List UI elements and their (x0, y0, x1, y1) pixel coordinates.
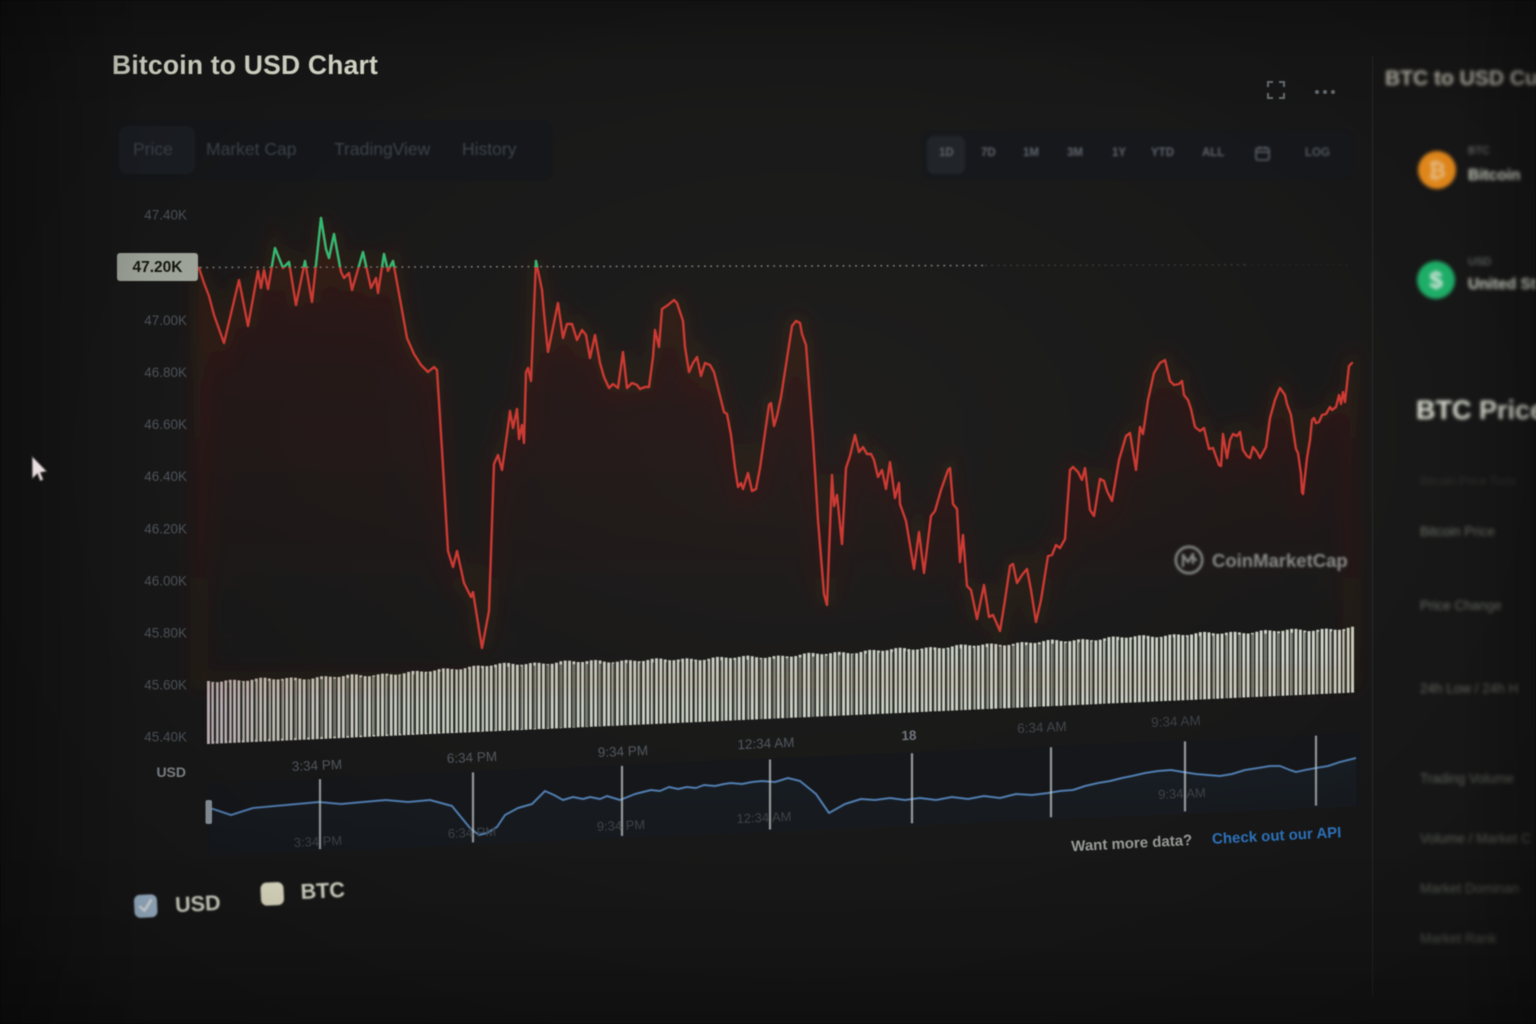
svg-text:CoinMarketCap: CoinMarketCap (1212, 550, 1348, 571)
svg-text:18: 18 (901, 728, 917, 744)
svg-text:6:34 PM: 6:34 PM (447, 824, 496, 841)
svg-text:47.40K: 47.40K (144, 208, 187, 223)
svg-text:6:34 AM: 6:34 AM (1017, 719, 1067, 736)
svg-text:BTC: BTC (300, 878, 345, 904)
svg-text:12:34 AM: 12:34 AM (737, 735, 795, 752)
svg-text:45.80K: 45.80K (144, 626, 187, 641)
svg-text:12:34 AM: 12:34 AM (736, 809, 792, 826)
svg-text:6:34 PM: 6:34 PM (447, 749, 498, 766)
svg-text:47.00K: 47.00K (144, 313, 187, 328)
svg-text:₿: ₿ (1428, 158, 1446, 183)
svg-text:9:34 PM: 9:34 PM (596, 817, 645, 834)
svg-text:9:34 PM: 9:34 PM (598, 743, 649, 760)
svg-text:Want more data?: Want more data? (1071, 832, 1193, 855)
svg-text:46.60K: 46.60K (144, 417, 187, 432)
svg-text:USD: USD (175, 891, 222, 917)
svg-text:46.80K: 46.80K (144, 365, 187, 380)
svg-text:USD: USD (156, 764, 186, 780)
svg-text:46.00K: 46.00K (144, 574, 187, 589)
svg-text:47.20K: 47.20K (133, 259, 184, 276)
svg-text:3:34 PM: 3:34 PM (293, 833, 342, 850)
svg-text:45.60K: 45.60K (144, 678, 187, 693)
svg-text:46.20K: 46.20K (144, 522, 187, 537)
svg-text:46.40K: 46.40K (144, 469, 187, 484)
svg-text:3:34 PM: 3:34 PM (292, 757, 343, 774)
svg-text:$: $ (1429, 267, 1443, 294)
svg-text:9:34 AM: 9:34 AM (1158, 785, 1206, 802)
svg-text:Check out our API: Check out our API (1212, 824, 1342, 848)
svg-text:9:34 AM: 9:34 AM (1151, 713, 1201, 730)
svg-text:45.40K: 45.40K (144, 730, 187, 745)
